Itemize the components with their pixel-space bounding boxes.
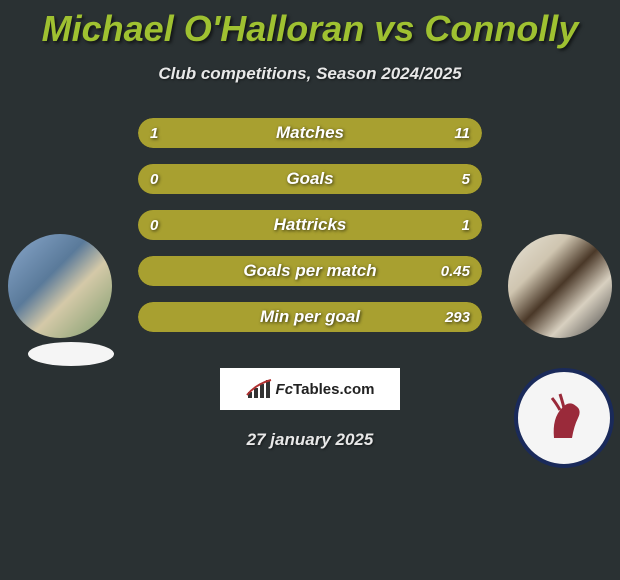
stat-value-right: 1: [462, 210, 470, 240]
stat-label: Hattricks: [138, 210, 482, 240]
stat-value-right: 5: [462, 164, 470, 194]
club-crest-icon: [534, 388, 594, 448]
stat-label: Matches: [138, 118, 482, 148]
stat-label: Goals per match: [138, 256, 482, 286]
stat-label: Min per goal: [138, 302, 482, 332]
player-left-column: [0, 234, 120, 484]
stat-value-right: 0.45: [441, 256, 470, 286]
player-left-avatar: [8, 234, 112, 338]
stat-bar: 0Hattricks1: [138, 210, 482, 240]
player-right-column: [500, 234, 620, 484]
comparison-card: Michael O'Halloran vs Connolly Club comp…: [0, 0, 620, 450]
player-right-avatar: [508, 234, 612, 338]
subtitle: Club competitions, Season 2024/2025: [0, 64, 620, 84]
stat-value-right: 293: [445, 302, 470, 332]
stat-bar: 0Goals5: [138, 164, 482, 194]
brand-attribution[interactable]: FcTables.com: [220, 368, 400, 410]
stat-label: Goals: [138, 164, 482, 194]
stat-bar: Min per goal293: [138, 302, 482, 332]
stat-bar: Goals per match0.45: [138, 256, 482, 286]
stat-bar: 1Matches11: [138, 118, 482, 148]
stat-value-right: 11: [454, 118, 470, 148]
page-title: Michael O'Halloran vs Connolly: [0, 8, 620, 50]
brand-label: FcTables.com: [276, 381, 375, 398]
player-right-club-badge: [514, 368, 614, 468]
brand-chart-icon: [246, 378, 272, 400]
player-left-club-badge: [28, 342, 114, 366]
stats-area: 1Matches110Goals50Hattricks1Goals per ma…: [0, 114, 620, 350]
